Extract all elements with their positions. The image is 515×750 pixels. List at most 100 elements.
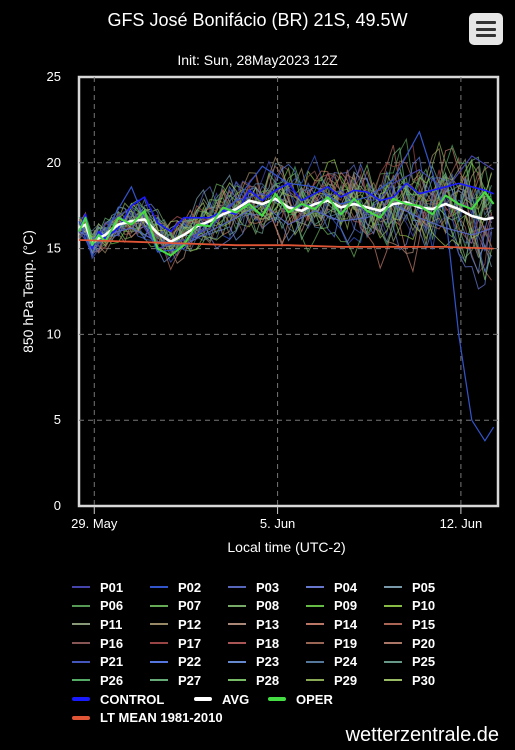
y-tick-label: 25 [47, 69, 61, 84]
legend-swatch [306, 660, 324, 663]
legend-label: P24 [334, 654, 358, 670]
legend-label: P10 [412, 598, 436, 614]
y-tick-label: 0 [54, 498, 61, 513]
legend-item-p29[interactable]: P29 [306, 671, 357, 689]
legend-item-avg[interactable]: AVG [194, 690, 249, 708]
legend-item-p22[interactable]: P22 [150, 653, 201, 671]
legend-label: P19 [334, 635, 358, 651]
legend-item-p08[interactable]: P08 [228, 597, 279, 615]
legend-item-p18[interactable]: P18 [228, 634, 279, 652]
legend-swatch [268, 697, 286, 702]
legend-item-p01[interactable]: P01 [72, 578, 123, 596]
legend-label: P12 [178, 616, 202, 632]
ensemble-line-P26 [78, 144, 492, 250]
legend-item-p06[interactable]: P06 [72, 597, 123, 615]
legend-swatch [384, 660, 402, 663]
legend-item-p03[interactable]: P03 [228, 578, 279, 596]
legend-label: P15 [412, 616, 436, 632]
legend-item-p30[interactable]: P30 [384, 671, 435, 689]
legend-label: P23 [256, 654, 280, 670]
legend-item-p27[interactable]: P27 [150, 671, 201, 689]
legend-label: P29 [334, 672, 358, 688]
legend-item-p10[interactable]: P10 [384, 597, 435, 615]
legend-label: CONTROL [100, 691, 165, 707]
legend-label: OPER [296, 691, 333, 707]
legend-item-p12[interactable]: P12 [150, 615, 201, 633]
legend-swatch [228, 660, 246, 663]
legend-item-p09[interactable]: P09 [306, 597, 357, 615]
chart-menu-button[interactable] [469, 13, 503, 45]
legend-item-p04[interactable]: P04 [306, 578, 357, 596]
legend-row: P11 P12 P13 P14 P15 [72, 615, 512, 634]
legend-item-p23[interactable]: P23 [228, 653, 279, 671]
legend-swatch [194, 697, 212, 702]
legend-row: LT MEAN 1981-2010 [72, 709, 512, 728]
y-tick-label: 5 [54, 412, 61, 427]
x-tick-label: 5. Jun [260, 516, 295, 531]
legend-item-p28[interactable]: P28 [228, 671, 279, 689]
legend-item-p24[interactable]: P24 [306, 653, 357, 671]
legend-row: CONTROL AVG OPER [72, 690, 512, 709]
y-tick-label: 15 [47, 241, 61, 256]
legend-swatch [72, 715, 90, 720]
legend-swatch [150, 604, 168, 607]
series-line-P02 [78, 130, 495, 442]
x-tick-label: 29. May [71, 516, 118, 531]
legend-item-lt-mean-1981-2010[interactable]: LT MEAN 1981-2010 [72, 709, 223, 727]
legend-item-p02[interactable]: P02 [150, 578, 201, 596]
chart-title: GFS José Bonifácio (BR) 21S, 49.5W [107, 10, 408, 30]
legend-swatch [228, 679, 246, 682]
x-tick-label: 12. Jun [440, 516, 483, 531]
legend-item-p17[interactable]: P17 [150, 634, 201, 652]
legend-item-p20[interactable]: P20 [384, 634, 435, 652]
legend-label: P25 [412, 654, 436, 670]
legend-item-p21[interactable]: P21 [72, 653, 123, 671]
legend-item-p16[interactable]: P16 [72, 634, 123, 652]
legend-item-p15[interactable]: P15 [384, 615, 435, 633]
legend-row: P26 P27 P28 P29 P30 [72, 671, 512, 690]
legend-label: P05 [412, 579, 436, 595]
legend-label: P26 [100, 672, 124, 688]
chart-subtitle: Init: Sun, 28May2023 12Z [177, 52, 338, 68]
legend-item-p11[interactable]: P11 [72, 615, 122, 633]
ensemble-line-P23 [78, 187, 492, 275]
legend-label: AVG [222, 691, 250, 707]
legend-label: P11 [100, 616, 123, 632]
legend-item-p26[interactable]: P26 [72, 671, 123, 689]
legend-item-p05[interactable]: P05 [384, 578, 435, 596]
legend-label: P09 [334, 598, 358, 614]
legend-row: P21 P22 P23 P24 P25 [72, 653, 512, 672]
legend-item-p13[interactable]: P13 [228, 615, 279, 633]
legend-label: P13 [256, 616, 280, 632]
series-line-P01 [78, 155, 494, 250]
legend-label: P08 [256, 598, 280, 614]
legend-swatch [150, 642, 168, 645]
ensemble-line-P30 [78, 173, 492, 247]
legend-item-p14[interactable]: P14 [306, 615, 357, 633]
legend-item-p19[interactable]: P19 [306, 634, 357, 652]
legend-row: P01 P02 P03 P04 P05 [72, 578, 512, 597]
legend-swatch [384, 679, 402, 682]
plot-frame [77, 75, 500, 508]
legend-item-oper[interactable]: OPER [268, 690, 333, 708]
legend-swatch [228, 604, 246, 607]
y-tick-label: 10 [47, 326, 61, 341]
ensemble-line-P22 [78, 156, 492, 274]
legend-item-control[interactable]: CONTROL [72, 690, 164, 708]
legend-label: P01 [100, 579, 124, 595]
legend-label: P27 [178, 672, 202, 688]
legend-row: P16 P17 P18 P19 P20 [72, 634, 512, 653]
chart-svg: 0 5 10 15 20 25 29. May 5. Jun 12. Jun Local time… [20, 69, 500, 555]
legend-swatch [228, 623, 246, 626]
legend-item-p07[interactable]: P07 [150, 597, 201, 615]
legend-label: P30 [412, 672, 436, 688]
legend-swatch [384, 642, 402, 645]
legend-label: P04 [334, 579, 358, 595]
legend-swatch [306, 642, 324, 645]
watermark: wetterzentrale.de [345, 724, 499, 746]
series-line-oper [78, 191, 495, 257]
series-line-lt-mean-1981-2010 [78, 239, 494, 250]
y-tick-label: 20 [47, 155, 61, 170]
legend-item-p25[interactable]: P25 [384, 653, 435, 671]
legend-swatch [72, 586, 90, 588]
